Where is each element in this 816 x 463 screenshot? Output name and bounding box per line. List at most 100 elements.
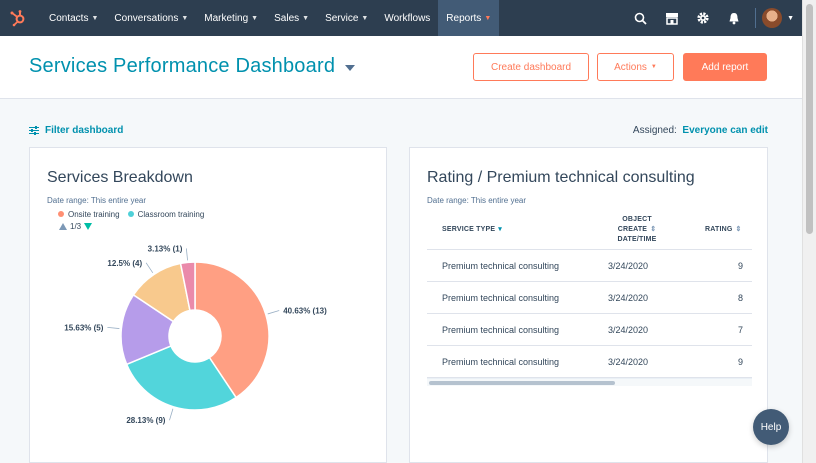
chevron-down-icon: ▼ (181, 14, 189, 22)
hubspot-logo-icon[interactable] (0, 0, 36, 36)
table-row[interactable]: Premium technical consulting 3/24/2020 8 (427, 282, 752, 314)
chart-legend: Onsite training Classroom training (58, 210, 204, 219)
header-label: OBJECT (622, 216, 652, 223)
sort-desc-icon: ▾ (498, 226, 502, 233)
header-label: CREATE (617, 226, 648, 233)
services-breakdown-card: Services Breakdown Date range: This enti… (29, 147, 387, 463)
pie-slice[interactable] (125, 344, 238, 411)
dashboard-header: Services Performance Dashboard Create da… (0, 36, 802, 99)
cell-rating: 7 (738, 325, 744, 335)
label-leader-line (145, 262, 154, 274)
top-navigation: Contacts ▼ Conversations ▼ Marketing ▼ Sale… (0, 0, 802, 36)
pager-down-icon[interactable] (84, 223, 93, 230)
caret-down-icon: ▼ (650, 64, 657, 70)
nav-contacts[interactable]: Contacts ▼ (41, 0, 106, 36)
filter-dashboard-link[interactable]: Filter dashboard (29, 125, 123, 136)
chevron-down-icon[interactable]: ▼ (787, 14, 794, 22)
chevron-down-icon: ▼ (91, 14, 99, 22)
cell-service-type: Premium technical consulting (442, 357, 560, 367)
cell-date: 3/24/2020 (608, 357, 649, 367)
settings-gear-icon[interactable] (687, 0, 718, 36)
dashboard-title-dropdown[interactable]: Services Performance Dashboard (29, 55, 356, 78)
sort-icon: ⇕ (735, 226, 742, 233)
filter-sliders-icon (29, 126, 39, 135)
notifications-bell-icon[interactable] (718, 0, 749, 36)
nav-workflows[interactable]: Workflows (376, 0, 438, 36)
nav-label: Marketing (204, 12, 249, 24)
legend-item[interactable]: Onsite training (58, 210, 120, 219)
cell-service-type: Premium technical consulting (442, 261, 560, 271)
nav-divider (755, 8, 757, 28)
slice-data-label: 3.13% (1) (148, 244, 183, 253)
cell-rating: 8 (738, 293, 744, 303)
table-row[interactable]: Premium technical consulting 3/24/2020 7 (427, 314, 752, 346)
nav-service[interactable]: Service ▼ (317, 0, 376, 36)
header-label: RATING (705, 226, 733, 233)
add-report-button[interactable]: Add report (683, 53, 767, 81)
nav-reports[interactable]: Reports ▼ (438, 0, 500, 36)
column-header-service-type[interactable]: SERVICE TYPE ▾ (442, 225, 502, 233)
pager-label: 1/3 (70, 222, 82, 231)
nav-label: Sales (274, 12, 300, 24)
caret-down-icon (345, 64, 356, 71)
label-leader-line (185, 248, 188, 261)
user-avatar[interactable] (762, 8, 783, 28)
nav-conversations[interactable]: Conversations ▼ (106, 0, 196, 36)
card-title: Rating / Premium technical consulting (427, 169, 695, 186)
chevron-down-icon: ▼ (484, 14, 492, 22)
help-button[interactable]: Help (753, 409, 789, 445)
header-label: SERVICE TYPE (442, 226, 496, 233)
nav-label: Workflows (384, 12, 431, 24)
label-leader-line (107, 326, 120, 329)
pager-up-icon[interactable] (59, 223, 67, 230)
chevron-down-icon: ▼ (302, 14, 310, 22)
cell-service-type: Premium technical consulting (442, 325, 560, 335)
assigned-label: Assigned: (632, 125, 677, 136)
services-donut-chart: 40.63% (13) 28.13% (9) 15.63% (5) 12.5% (4)… (64, 244, 327, 425)
nav-marketing[interactable]: Marketing ▼ (196, 0, 266, 36)
scrollbar-thumb[interactable] (806, 4, 813, 234)
table-header: SERVICE TYPE ▾ OBJECT CREATE ⇕ DATE/TIME R… (427, 209, 752, 250)
chevron-down-icon: ▼ (361, 14, 369, 22)
label-leader-line (267, 310, 280, 315)
legend-item[interactable]: Classroom training (127, 210, 205, 219)
legend-pager: 1/3 (59, 222, 93, 231)
slice-data-label: 12.5% (4) (107, 259, 142, 268)
assigned-value-link[interactable]: Everyone can edit (682, 125, 768, 136)
create-dashboard-button[interactable]: Create dashboard (473, 53, 589, 81)
actions-label: Actions (614, 61, 647, 73)
table-horizontal-scrollbar[interactable] (427, 378, 752, 386)
scrollbar-thumb[interactable] (429, 381, 615, 385)
cell-rating: 9 (738, 357, 744, 367)
card-title: Services Breakdown (47, 169, 193, 186)
date-range: Date range: This entire year (427, 196, 527, 205)
cell-rating: 9 (738, 261, 744, 271)
nav-sales[interactable]: Sales ▼ (266, 0, 317, 36)
cell-date: 3/24/2020 (608, 325, 649, 335)
page-title: Services Performance Dashboard (29, 55, 336, 77)
table-row[interactable]: Premium technical consulting 3/24/2020 9 (427, 346, 752, 378)
rating-table-card: Rating / Premium technical consulting Da… (409, 147, 768, 463)
search-icon[interactable] (625, 0, 656, 36)
pie-slice[interactable] (179, 261, 196, 312)
nav-label: Contacts (49, 12, 89, 24)
date-range: Date range: This entire year (47, 196, 147, 205)
marketplace-icon[interactable] (656, 0, 687, 36)
table-row[interactable]: Premium technical consulting 3/24/2020 9 (427, 250, 752, 282)
legend-label: Classroom training (137, 210, 205, 219)
legend-label: Onsite training (68, 210, 120, 219)
label-leader-line (169, 408, 174, 421)
cell-service-type: Premium technical consulting (442, 293, 560, 303)
cell-date: 3/24/2020 (608, 293, 649, 303)
sort-icon: ⇕ (650, 226, 657, 233)
actions-button[interactable]: Actions ▼ (597, 53, 674, 81)
nav-label: Reports (446, 12, 482, 24)
column-header-rating[interactable]: RATING ⇕ (705, 225, 742, 233)
chevron-down-icon: ▼ (251, 14, 259, 22)
slice-data-label: 40.63% (13) (283, 306, 327, 315)
slice-data-label: 28.13% (9) (126, 416, 165, 425)
slice-data-label: 15.63% (5) (64, 323, 103, 332)
column-header-object-create-date[interactable]: OBJECT CREATE ⇕ DATE/TIME (607, 215, 667, 245)
page-vertical-scrollbar[interactable] (802, 0, 816, 463)
legend-dot (127, 211, 134, 217)
